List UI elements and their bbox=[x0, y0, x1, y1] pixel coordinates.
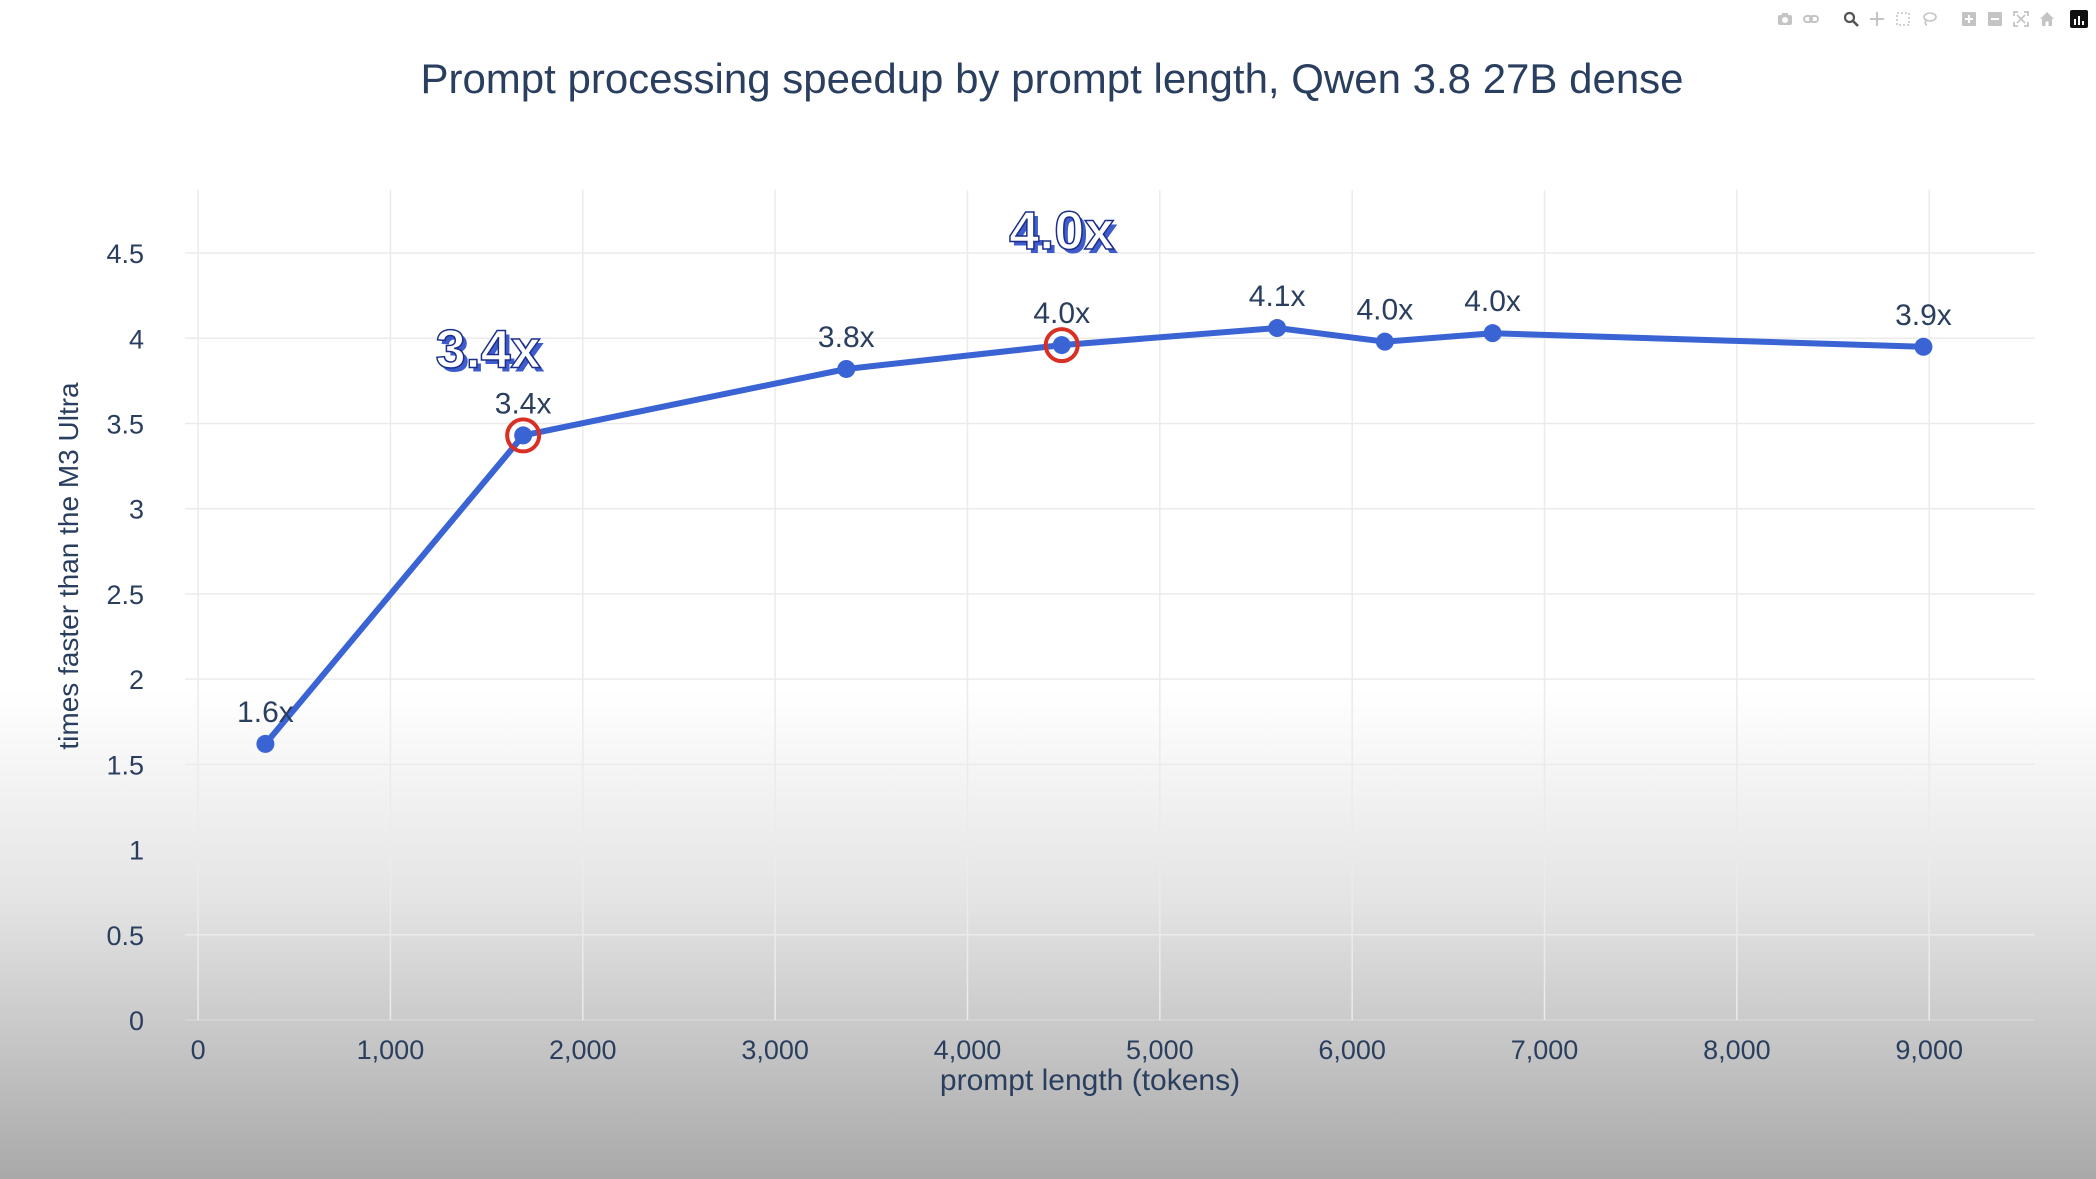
link-icon[interactable] bbox=[1802, 10, 1820, 28]
grid bbox=[185, 190, 2035, 1021]
data-point bbox=[837, 359, 856, 378]
callout-label-shadow: 3.4x bbox=[440, 323, 545, 383]
data-label: 4.0x bbox=[1033, 297, 1090, 330]
zoom-out-icon[interactable] bbox=[1986, 10, 2004, 28]
zoom-in-icon[interactable] bbox=[1960, 10, 1978, 28]
data-label: 1.6x bbox=[237, 696, 294, 729]
chart-title: Prompt processing speedup by prompt leng… bbox=[420, 55, 1683, 102]
callout-label: 3.4x bbox=[436, 319, 541, 379]
x-tick-label: 1,000 bbox=[357, 1035, 425, 1065]
series-line bbox=[262, 325, 1927, 747]
data-point bbox=[1483, 324, 1502, 343]
autoscale-icon[interactable] bbox=[2012, 10, 2030, 28]
y-tick-label: 4 bbox=[129, 324, 144, 354]
callout-label: 4.0x bbox=[1009, 201, 1114, 261]
y-tick-label: 3 bbox=[129, 495, 144, 525]
zoom-icon[interactable] bbox=[1842, 10, 1860, 28]
y-tick-label: 4.5 bbox=[106, 239, 144, 269]
modebar bbox=[1758, 8, 2088, 30]
data-point bbox=[1375, 332, 1394, 351]
data-point bbox=[1268, 319, 1287, 338]
y-tick-label: 1.5 bbox=[106, 750, 144, 780]
y-tick-label: 2.5 bbox=[106, 580, 144, 610]
data-label: 3.8x bbox=[818, 321, 875, 354]
data-label: 4.0x bbox=[1464, 285, 1521, 318]
home-icon[interactable] bbox=[2038, 10, 2056, 28]
highlight-ring bbox=[1043, 327, 1080, 364]
data-point bbox=[1914, 337, 1933, 356]
x-tick-label: 6,000 bbox=[1318, 1035, 1386, 1065]
data-label: 3.9x bbox=[1895, 299, 1952, 332]
data-label: 4.1x bbox=[1249, 280, 1306, 313]
y-tick-label: 3.5 bbox=[106, 409, 144, 439]
y-tick-label: 0.5 bbox=[106, 921, 144, 951]
axes: 0 0.5 1 1.5 2 2.5 3 3.5 4 4.5 0 1,000 2,000 3,000 4,00… bbox=[106, 239, 1963, 1065]
data-series bbox=[256, 319, 1933, 753]
camera-icon[interactable] bbox=[1776, 10, 1794, 28]
y-axis-title: times faster than the M3 Ultra bbox=[53, 382, 84, 750]
box-select-icon[interactable] bbox=[1894, 10, 1912, 28]
x-tick-label: 2,000 bbox=[549, 1035, 617, 1065]
x-tick-label: 0 bbox=[191, 1035, 206, 1065]
data-point bbox=[514, 426, 533, 445]
x-tick-label: 5,000 bbox=[1126, 1035, 1194, 1065]
x-tick-label: 4,000 bbox=[934, 1035, 1002, 1065]
x-tick-label: 8,000 bbox=[1703, 1035, 1771, 1065]
modebar-group-export bbox=[1772, 10, 1824, 28]
data-labels: 1.6x 3.4x 3.8x 4.0x 4.1x 4.0x 4.0x 3.9x bbox=[237, 280, 1952, 729]
data-label: 3.4x bbox=[495, 387, 552, 420]
x-tick-label: 7,000 bbox=[1511, 1035, 1579, 1065]
y-tick-label: 1 bbox=[129, 836, 144, 866]
modebar-group-view bbox=[1956, 10, 2060, 28]
data-point bbox=[256, 734, 275, 753]
x-axis-title: prompt length (tokens) bbox=[940, 1064, 1240, 1097]
pan-icon[interactable] bbox=[1868, 10, 1886, 28]
y-tick-label: 0 bbox=[129, 1006, 144, 1036]
y-tick-label: 2 bbox=[129, 665, 144, 695]
x-tick-label: 3,000 bbox=[741, 1035, 809, 1065]
x-tick-label: 9,000 bbox=[1895, 1035, 1963, 1065]
data-label: 4.0x bbox=[1357, 294, 1414, 327]
data-point bbox=[1052, 336, 1071, 355]
callouts: 3.4x3.4x4.0x4.0x bbox=[435, 200, 1118, 454]
highlight-ring bbox=[505, 417, 542, 454]
modebar-group-tools bbox=[1838, 10, 1942, 28]
lasso-icon[interactable] bbox=[1920, 10, 1938, 28]
callout-label-shadow: 4.0x bbox=[1013, 205, 1118, 265]
plotly-logo-icon[interactable] bbox=[2070, 10, 2088, 28]
